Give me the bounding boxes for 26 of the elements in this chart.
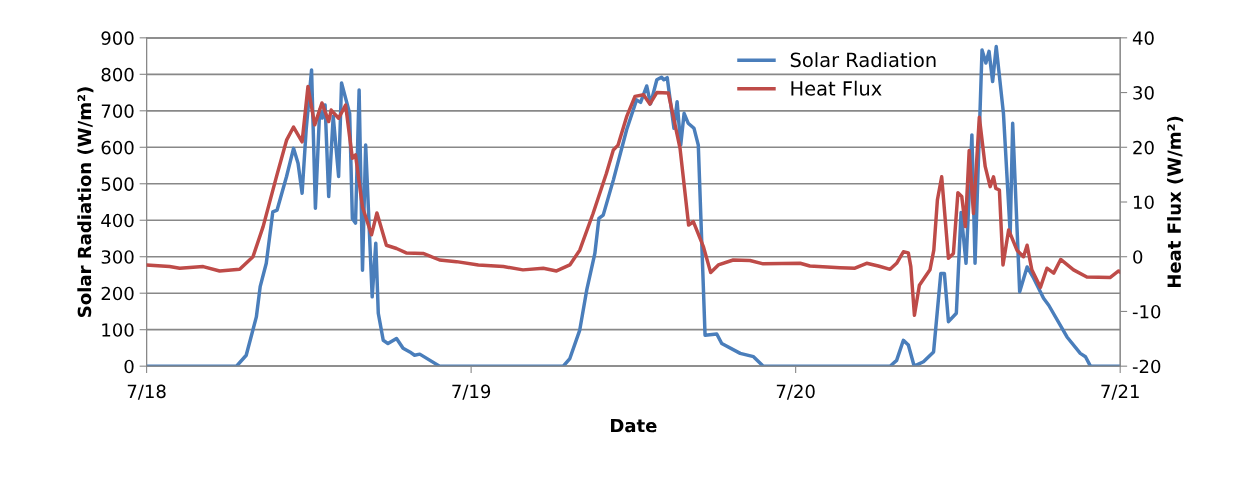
x-axis-title: Date <box>611 418 657 433</box>
y2-tick-label: 40 <box>1132 31 1154 45</box>
y-tick-label: 900 <box>101 31 134 45</box>
y-tick-label: 800 <box>101 67 134 82</box>
y2-tick-label: -10 <box>1132 304 1161 319</box>
y2-tick-label: 30 <box>1133 86 1154 100</box>
y-tick-label: 200 <box>101 286 134 301</box>
y-tick-label: 400 <box>101 213 134 228</box>
y-tick-label: 600 <box>101 140 134 155</box>
legend-label: Heat Flux <box>791 80 882 96</box>
y2-axis-title: Heat Flux (W/m²) <box>1167 116 1184 288</box>
y2-tick-label: 20 <box>1133 140 1154 155</box>
y2-tick-label: 10 <box>1133 195 1154 210</box>
y-tick-label: 0 <box>124 359 134 374</box>
x-tick-label: 7/19 <box>452 384 491 400</box>
x-tick-label: 7/21 <box>1101 384 1139 400</box>
y-tick-label: 700 <box>101 104 134 118</box>
y-tick-label: 300 <box>101 250 134 264</box>
y-tick-label: 100 <box>102 323 134 337</box>
y2-tick-label: 0 <box>1133 250 1143 264</box>
x-tick-label: 7/20 <box>776 384 815 400</box>
y2-tick-label: -20 <box>1132 359 1161 374</box>
x-tick-label: 7/18 <box>127 384 166 400</box>
y-axis-title: Solar Radiation (W/m²) <box>77 87 94 317</box>
y-tick-label: 500 <box>101 177 134 191</box>
legend-label: Solar Radiation <box>790 52 936 68</box>
